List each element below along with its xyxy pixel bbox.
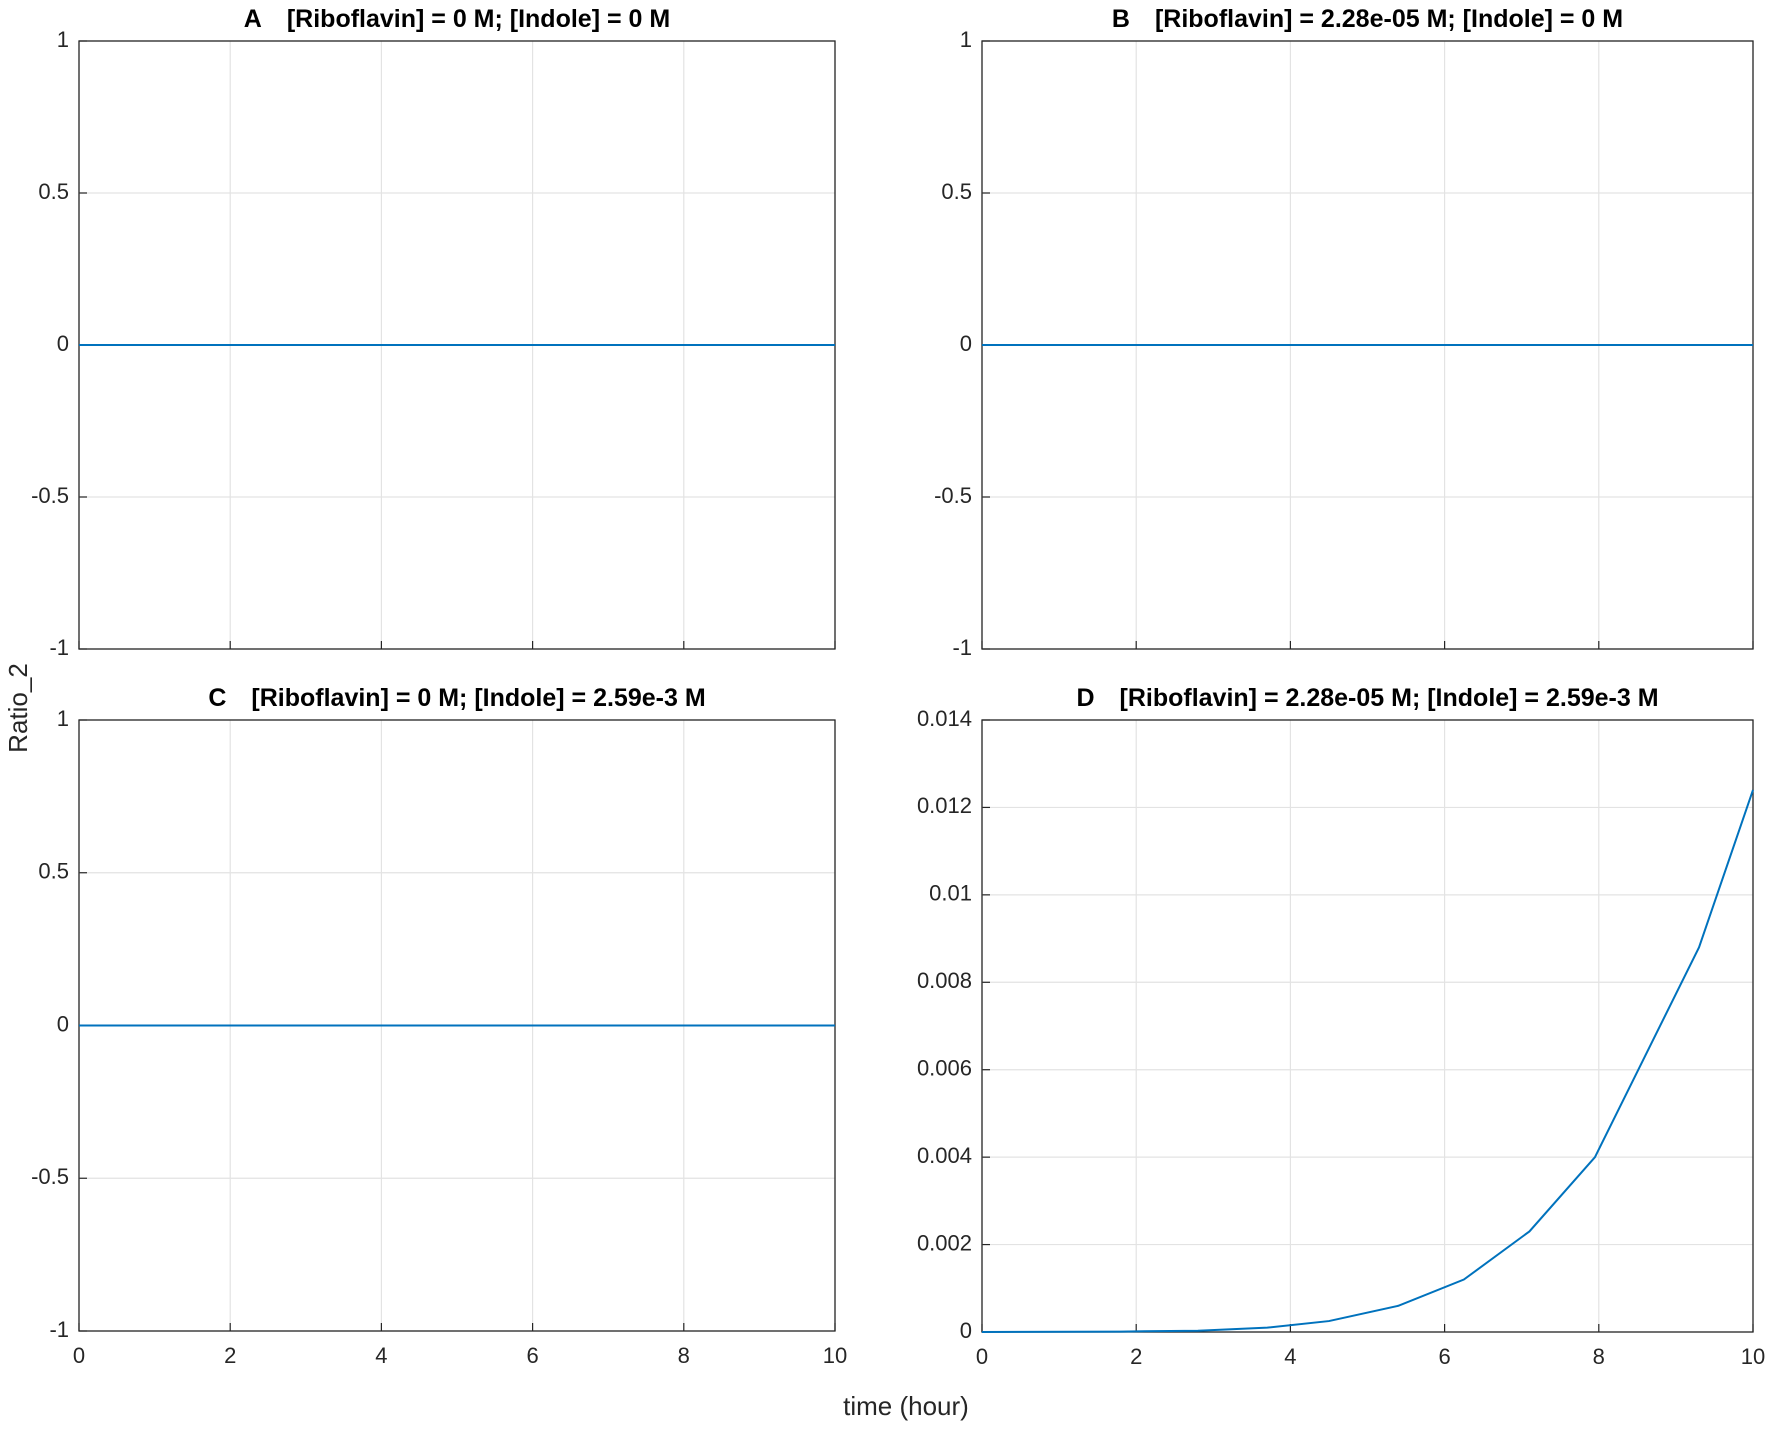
x-tick-label: 4 bbox=[375, 1343, 387, 1368]
x-tick-label: 0 bbox=[976, 1344, 988, 1369]
y-tick-label: 0.01 bbox=[929, 881, 972, 906]
title-text: [Riboflavin] = 2.28e-05 M; [Indole] = 2.… bbox=[1120, 684, 1659, 712]
chart-title: D [Riboflavin] = 2.28e-05 M; [Indole] = … bbox=[1076, 684, 1658, 712]
x-tick-label: 4 bbox=[1284, 1344, 1296, 1369]
title-text: [Riboflavin] = 0 M; [Indole] = 2.59e-3 M bbox=[251, 684, 705, 712]
y-tick-label: -1 bbox=[49, 635, 69, 660]
x-tick-label: 10 bbox=[823, 1343, 847, 1368]
x-tick-label: 6 bbox=[526, 1343, 538, 1368]
panel-label: B bbox=[1112, 5, 1130, 33]
panel-label: A bbox=[244, 5, 262, 33]
panel-label: C bbox=[208, 684, 226, 712]
x-tick-label: 0 bbox=[73, 1343, 85, 1368]
y-tick-label: 0.5 bbox=[941, 179, 972, 204]
x-tick-label: 10 bbox=[1741, 1344, 1765, 1369]
y-tick-label: 0.012 bbox=[917, 793, 972, 818]
panel-label: D bbox=[1076, 684, 1094, 712]
title-text: [Riboflavin] = 0 M; [Indole] = 0 M bbox=[287, 5, 670, 33]
y-tick-label: 0.5 bbox=[38, 859, 69, 884]
y-tick-label: 1 bbox=[960, 27, 972, 52]
x-tick-label: 8 bbox=[678, 1343, 690, 1368]
y-tick-label: 1 bbox=[57, 706, 69, 731]
data-line bbox=[981, 789, 1754, 1333]
y-tick-label: 0.5 bbox=[38, 179, 69, 204]
x-axis-label: time (hour) bbox=[843, 1391, 969, 1421]
x-tick-label: 2 bbox=[1130, 1344, 1142, 1369]
y-axis-label: Ratio_2 bbox=[3, 663, 33, 753]
x-tick-label: 8 bbox=[1593, 1344, 1605, 1369]
y-tick-label: 0.002 bbox=[917, 1230, 972, 1255]
y-tick-label: 0.008 bbox=[917, 968, 972, 993]
y-tick-label: -0.5 bbox=[31, 483, 69, 508]
title-text: [Riboflavin] = 2.28e-05 M; [Indole] = 0 … bbox=[1155, 5, 1623, 33]
y-tick-label: 0.004 bbox=[917, 1143, 972, 1168]
y-tick-label: 1 bbox=[57, 27, 69, 52]
y-tick-label: 0 bbox=[960, 331, 972, 356]
y-tick-label: 0.006 bbox=[917, 1056, 972, 1081]
y-tick-label: 0 bbox=[57, 1011, 69, 1036]
y-tick-label: -0.5 bbox=[934, 483, 972, 508]
chart-title: A [Riboflavin] = 0 M; [Indole] = 0 M bbox=[244, 5, 670, 33]
y-tick-label: 0 bbox=[960, 1318, 972, 1343]
x-tick-label: 2 bbox=[224, 1343, 236, 1368]
x-tick-label: 6 bbox=[1438, 1344, 1450, 1369]
y-tick-label: -1 bbox=[49, 1317, 69, 1342]
chart-title: B [Riboflavin] = 2.28e-05 M; [Indole] = … bbox=[1112, 5, 1623, 33]
y-tick-label: -0.5 bbox=[31, 1164, 69, 1189]
axes-box bbox=[981, 719, 1754, 1333]
y-tick-label: 0.014 bbox=[917, 706, 972, 731]
y-tick-label: 0 bbox=[57, 331, 69, 356]
y-tick-label: -1 bbox=[952, 635, 972, 660]
chart-title: C [Riboflavin] = 0 M; [Indole] = 2.59e-3… bbox=[208, 684, 705, 712]
